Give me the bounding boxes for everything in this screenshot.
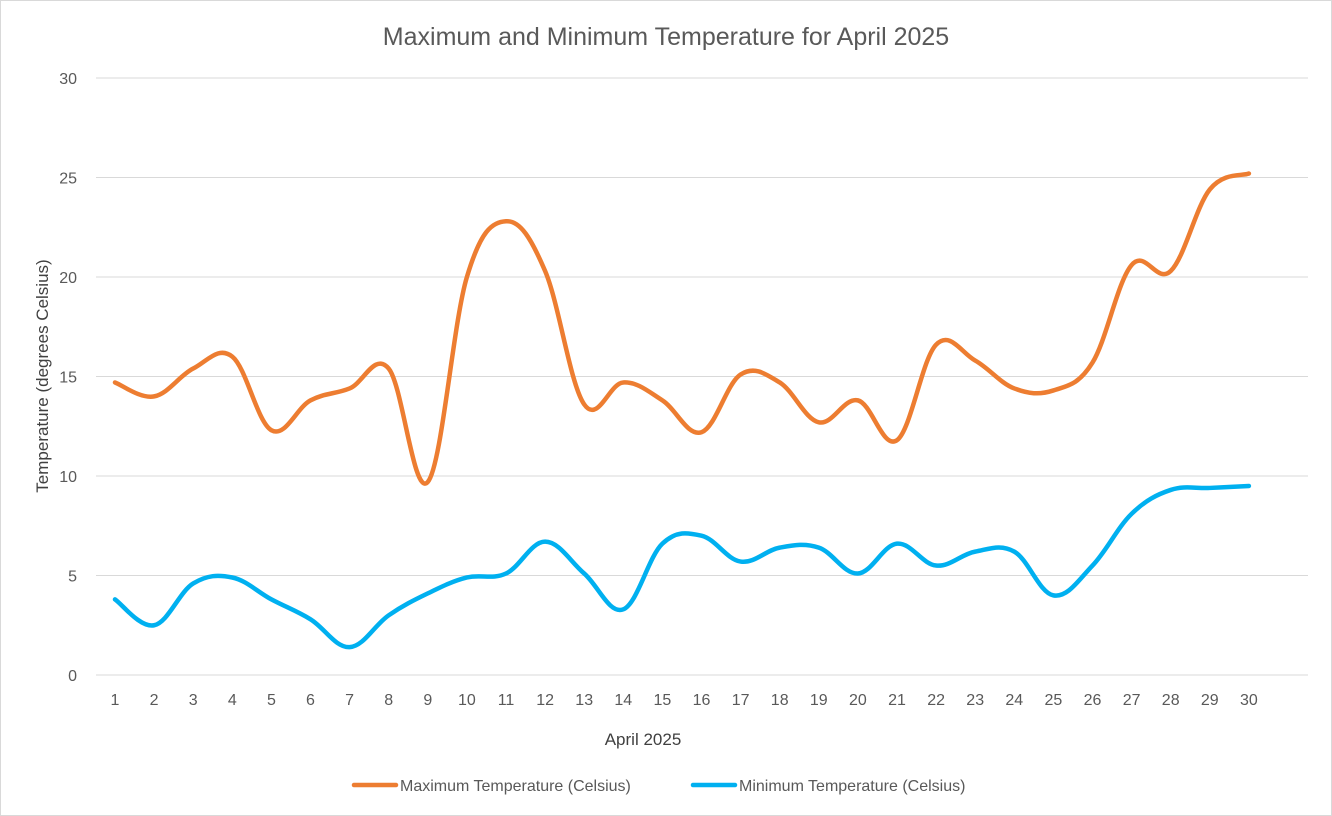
x-axis-tick-labels: 1 2 3 4 5 6 7 8 9 10 11 12 13 14 15 16 17 18 19 20 21 22 23 24 2… bbox=[111, 692, 1258, 709]
x-tick-label: 16 bbox=[693, 692, 711, 709]
y-axis-tick-labels: 0 5 10 15 20 25 30 bbox=[59, 71, 77, 685]
y-tick-label: 15 bbox=[59, 370, 77, 387]
x-tick-label: 30 bbox=[1240, 692, 1258, 709]
x-tick-label: 3 bbox=[189, 692, 198, 709]
x-tick-label: 15 bbox=[654, 692, 672, 709]
x-tick-label: 1 bbox=[111, 692, 120, 709]
x-tick-label: 19 bbox=[810, 692, 828, 709]
x-tick-label: 13 bbox=[575, 692, 593, 709]
max-temperature-line bbox=[112, 171, 1252, 486]
x-tick-label: 9 bbox=[423, 692, 432, 709]
x-tick-label: 20 bbox=[849, 692, 867, 709]
y-tick-label: 25 bbox=[59, 171, 77, 188]
y-axis-title: Temperature (degrees Celsius) bbox=[33, 259, 52, 492]
x-tick-label: 28 bbox=[1162, 692, 1180, 709]
legend-label-max: Maximum Temperature (Celsius) bbox=[400, 778, 631, 795]
x-tick-label: 29 bbox=[1201, 692, 1219, 709]
x-tick-label: 24 bbox=[1005, 692, 1023, 709]
x-tick-label: 2 bbox=[150, 692, 159, 709]
x-tick-label: 11 bbox=[498, 692, 515, 709]
y-tick-label: 20 bbox=[59, 270, 77, 287]
x-tick-label: 8 bbox=[384, 692, 393, 709]
min-temperature-line bbox=[112, 483, 1252, 650]
legend-label-min: Minimum Temperature (Celsius) bbox=[739, 778, 965, 795]
x-tick-label: 4 bbox=[228, 692, 237, 709]
y-tick-label: 0 bbox=[68, 668, 77, 685]
series-lines bbox=[112, 171, 1252, 650]
x-tick-label: 18 bbox=[771, 692, 789, 709]
x-tick-label: 22 bbox=[927, 692, 945, 709]
x-tick-label: 21 bbox=[888, 692, 906, 709]
chart-title: Maximum and Minimum Temperature for Apri… bbox=[383, 23, 949, 51]
x-tick-label: 12 bbox=[536, 692, 554, 709]
x-tick-label: 27 bbox=[1123, 692, 1141, 709]
x-axis-title: April 2025 bbox=[605, 730, 682, 749]
y-tick-label: 30 bbox=[59, 71, 77, 88]
x-tick-label: 25 bbox=[1045, 692, 1063, 709]
gridlines bbox=[96, 77, 1308, 676]
y-tick-label: 10 bbox=[59, 469, 77, 486]
x-tick-label: 17 bbox=[732, 692, 750, 709]
x-tick-label: 7 bbox=[345, 692, 354, 709]
x-tick-label: 23 bbox=[966, 692, 984, 709]
x-tick-label: 6 bbox=[306, 692, 315, 709]
y-tick-label: 5 bbox=[68, 569, 77, 586]
x-tick-label: 5 bbox=[267, 692, 276, 709]
x-tick-label: 14 bbox=[614, 692, 632, 709]
legend: Maximum Temperature (Celsius) Minimum Te… bbox=[351, 778, 965, 795]
x-tick-label: 26 bbox=[1084, 692, 1102, 709]
x-tick-label: 10 bbox=[458, 692, 476, 709]
